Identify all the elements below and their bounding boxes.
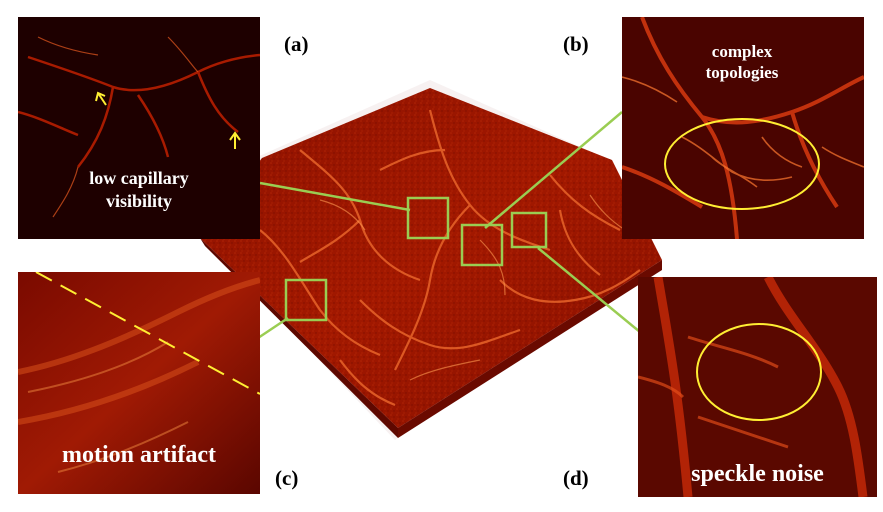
roi-box-a (406, 196, 450, 240)
connector-c (257, 316, 289, 340)
vessel-network (259, 109, 641, 407)
connector-d (537, 247, 641, 333)
roi-box-c (284, 278, 328, 322)
panel-label-b: (b) (563, 32, 589, 56)
highlight-ellipse (696, 323, 822, 421)
connector-b (484, 111, 623, 229)
roi-box-b (460, 223, 504, 267)
motion-dashed-line (35, 272, 260, 395)
panel-label-c: (c) (275, 466, 299, 490)
panel-b-complex-topologies: complex topologies (622, 17, 864, 239)
panel-a-low-capillary-visibility: low capillary visibility (18, 17, 260, 239)
volume-side-right (398, 260, 662, 438)
panel-label-a: (a) (284, 32, 309, 56)
connector-a (259, 181, 411, 212)
annotation-speckle-noise: speckle noise (691, 461, 824, 487)
connector-lines (257, 111, 641, 340)
highlight-ellipse (664, 118, 820, 210)
annotation-motion-artifact: motion artifact (62, 442, 216, 468)
panel-label-d: (d) (563, 466, 589, 490)
roi-box-d (510, 211, 548, 249)
arrow-icon (95, 91, 107, 106)
roi-boxes (284, 196, 548, 322)
panel-d-speckle-noise: speckle noise (638, 277, 877, 497)
arrow-icon (229, 131, 241, 149)
panel-c-motion-artifact: motion artifact (18, 272, 260, 494)
annotation-low-capillary-visibility: low capillary visibility (89, 168, 189, 211)
annotation-complex-topologies: complex topologies (705, 42, 779, 83)
